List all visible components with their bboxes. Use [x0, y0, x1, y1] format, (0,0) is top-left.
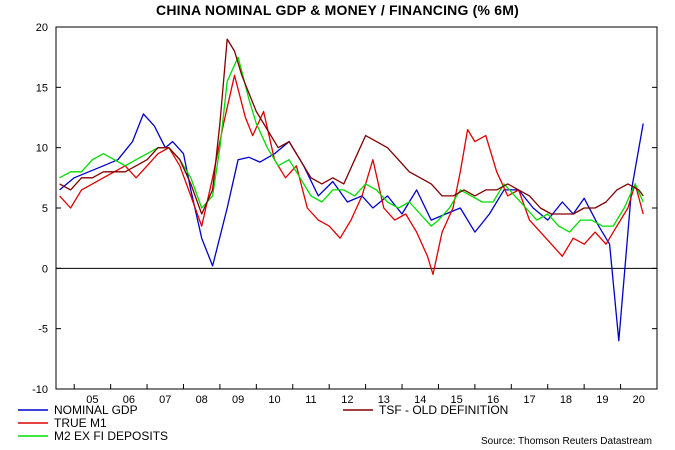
x-tick-label: 06 — [123, 394, 135, 406]
x-tick-label: 12 — [341, 394, 353, 406]
x-tick-label: 18 — [560, 394, 572, 406]
y-tick-label: 0 — [42, 263, 48, 275]
x-tick-label: 07 — [159, 394, 171, 406]
y-axis: -10 -5 0 5 10 15 20 — [32, 22, 657, 396]
x-tick-label: 14 — [414, 394, 426, 406]
series-line-2 — [59, 56, 644, 233]
series-line-1 — [59, 74, 644, 276]
legend-label: NOMINAL GDP — [54, 403, 138, 417]
y-tick-label: -5 — [38, 324, 48, 336]
legend-label: M2 EX FI DEPOSITS — [54, 429, 168, 443]
x-tick-label: 16 — [487, 394, 499, 406]
y-tick-label: 10 — [36, 143, 48, 155]
x-tick-label: 09 — [232, 394, 244, 406]
source-label: Source: Thomson Reuters Datastream — [481, 436, 652, 447]
x-tick-label: 08 — [196, 394, 208, 406]
x-tick-label: 13 — [378, 394, 390, 406]
y-tick-label: -10 — [32, 384, 48, 396]
y-tick-label: 20 — [36, 22, 48, 34]
legend-label: TSF - OLD DEFINITION — [379, 403, 508, 417]
series-line-0 — [59, 113, 644, 342]
x-tick-label: 10 — [268, 394, 280, 406]
y-tick-label: 5 — [42, 203, 48, 215]
series-lines — [59, 38, 644, 342]
x-tick-label: 11 — [305, 394, 316, 406]
x-tick-label: 20 — [633, 394, 645, 406]
x-tick-label: 17 — [523, 394, 535, 406]
chart-title: CHINA NOMINAL GDP & MONEY / FINANCING (%… — [156, 2, 519, 18]
x-tick-label: 19 — [596, 394, 608, 406]
series-line-3 — [59, 38, 644, 215]
x-axis: 05 06 07 08 09 10 11 12 13 14 15 16 17 18 19 20 — [73, 384, 645, 406]
x-tick-label: 05 — [86, 394, 98, 406]
y-tick-label: 15 — [36, 82, 48, 94]
legend-label: TRUE M1 — [54, 416, 107, 430]
x-tick-label: 15 — [451, 394, 463, 406]
